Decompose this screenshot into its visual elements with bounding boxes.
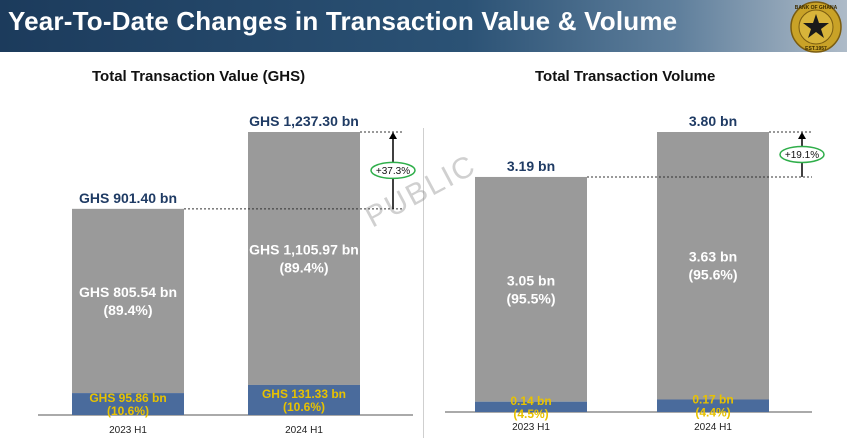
bar-segment-upper xyxy=(72,208,184,394)
change-badge xyxy=(779,145,825,164)
upper-segment-percent: (89.4%) xyxy=(279,259,328,275)
bar-segment-lower xyxy=(248,384,360,415)
bar-segment-upper xyxy=(475,176,587,402)
upper-segment-percent: (89.4%) xyxy=(103,302,152,318)
lower-segment-percent: (4.4%) xyxy=(695,406,730,420)
chart-title-volume: Total Transaction Volume xyxy=(535,68,716,85)
upper-segment-label: GHS 805.54 bn xyxy=(79,284,177,300)
chart-title-value: Total Transaction Value (GHS) xyxy=(92,68,306,85)
bar-segment-lower xyxy=(72,393,184,415)
bar-segment-upper xyxy=(248,132,360,385)
chart-divider xyxy=(423,128,424,438)
lower-segment-label: 0.14 bn xyxy=(510,394,551,408)
change-badge-label: +19.1% xyxy=(785,150,819,161)
total-data-label: 3.80 bn xyxy=(689,113,737,129)
upper-segment-percent: (95.6%) xyxy=(688,267,737,283)
change-arrow-head xyxy=(798,132,806,139)
upper-segment-label: 3.63 bn xyxy=(689,249,737,265)
bar-segment-lower xyxy=(657,399,769,412)
upper-segment-label: 3.05 bn xyxy=(507,272,555,288)
bar-segment-lower xyxy=(475,401,587,412)
lower-segment-label: 0.17 bn xyxy=(692,393,733,407)
upper-segment-label: GHS 1,105.97 bn xyxy=(249,241,359,257)
lower-segment-percent: (10.6%) xyxy=(283,400,325,414)
svg-text:BANK OF GHANA: BANK OF GHANA xyxy=(795,5,838,11)
category-tick-label: 2023 H1 xyxy=(109,425,147,436)
header-banner: Year-To-Date Changes in Transaction Valu… xyxy=(0,0,847,53)
change-arrow-head xyxy=(389,132,397,139)
lower-segment-label: GHS 95.86 bn xyxy=(89,391,166,405)
category-tick-label: 2023 H1 xyxy=(512,422,550,433)
total-data-label: GHS 901.40 bn xyxy=(79,190,177,206)
svg-text:EST.1957: EST.1957 xyxy=(805,46,827,52)
page-title: Year-To-Date Changes in Transaction Valu… xyxy=(8,6,678,36)
change-badge xyxy=(370,161,416,180)
change-badge-label: +37.3% xyxy=(376,166,410,177)
total-data-label: 3.19 bn xyxy=(507,158,555,174)
category-tick-label: 2024 H1 xyxy=(285,425,323,436)
lower-segment-percent: (10.6%) xyxy=(107,404,149,418)
bank-seal-icon: BANK OF GHANA EST.1957 xyxy=(790,1,842,53)
bar-segment-upper xyxy=(657,132,769,400)
total-data-label: GHS 1,237.30 bn xyxy=(249,113,359,129)
lower-segment-percent: (4.5%) xyxy=(513,407,548,421)
lower-segment-label: GHS 131.33 bn xyxy=(262,387,346,401)
category-tick-label: 2024 H1 xyxy=(694,422,732,433)
upper-segment-percent: (95.5%) xyxy=(506,290,555,306)
